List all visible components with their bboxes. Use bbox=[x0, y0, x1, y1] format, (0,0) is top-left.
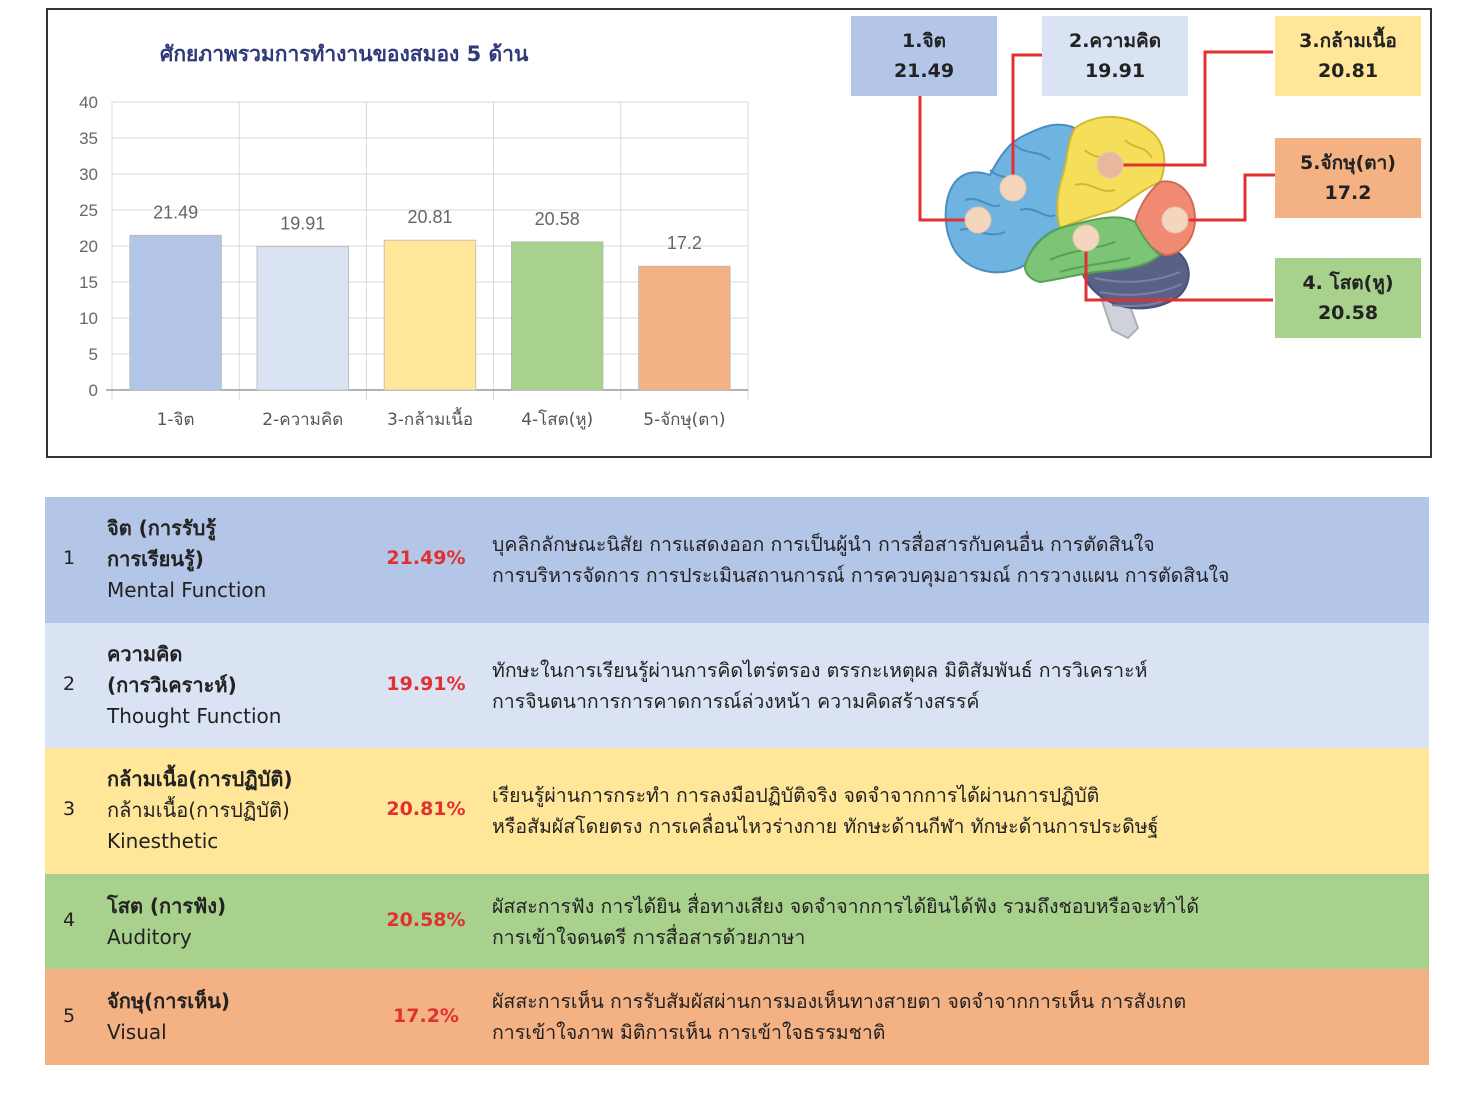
description: ผัสสะการฟัง การได้ยิน สื่อทางเสียง จดจำจ… bbox=[492, 891, 1422, 953]
table-row: 3 กล้ามเนื้อ(การปฏิบัติ) กล้ามเนื้อ(การป… bbox=[45, 748, 1429, 874]
bar bbox=[129, 234, 222, 391]
description-line: การเข้าใจภาพ มิติการเห็น การเข้าใจธรรมชา… bbox=[492, 1021, 886, 1044]
callout-value: 17.2 bbox=[1324, 182, 1372, 204]
callout-label: 2.ความคิด bbox=[1068, 30, 1162, 52]
function-english: Auditory bbox=[107, 925, 192, 949]
table-row: 2 ความคิด (การวิเคราะห์) Thought Functio… bbox=[45, 623, 1429, 748]
bar bbox=[638, 265, 731, 391]
bar-chart: 0 5 10 15 20 25 30 35 40 21.49 1-จิต 19.91 2-ความคิด… bbox=[79, 93, 749, 430]
description-line: ทักษะในการเรียนรู้ผ่านการคิดไตร่ตรอง ตรร… bbox=[492, 659, 1148, 682]
percentage: 19.91% bbox=[386, 673, 466, 695]
x-tick-label: 3-กล้ามเนื้อ bbox=[387, 407, 473, 430]
y-tick-label: 5 bbox=[89, 345, 98, 364]
callout-lines bbox=[918, 50, 1275, 302]
data-label: 21.49 bbox=[153, 202, 198, 222]
brain-function-table: 1 จิต (การรับรู้ การเรียนรู้) Mental Fun… bbox=[45, 497, 1429, 1065]
description: บุคลิกลักษณะนิสัย การแสดงออก การเป็นผู้น… bbox=[492, 529, 1422, 591]
callout-label: 1.จิต bbox=[902, 30, 946, 52]
data-label: 20.81 bbox=[407, 207, 452, 227]
y-tick-label: 20 bbox=[79, 237, 98, 256]
callout-kinesthetic: 3.กล้ามเนื้อ 20.81 bbox=[1275, 16, 1421, 96]
y-tick-label: 0 bbox=[89, 381, 98, 400]
row-number: 3 bbox=[62, 798, 76, 820]
function-title: โสต (การฟัง) bbox=[107, 894, 227, 918]
function-title: ความคิด bbox=[107, 642, 183, 666]
y-tick-label: 25 bbox=[79, 201, 98, 220]
description-line: ผัสสะการเห็น การรับสัมผัสผ่านการมองเห็นท… bbox=[492, 990, 1187, 1013]
callout-label: 3.กล้ามเนื้อ bbox=[1299, 30, 1397, 52]
description-line: ผัสสะการฟัง การได้ยิน สื่อทางเสียง จดจำจ… bbox=[492, 895, 1200, 918]
row-number: 4 bbox=[62, 909, 76, 931]
description-line: บุคลิกลักษณะนิสัย การแสดงออก การเป็นผู้น… bbox=[492, 533, 1155, 556]
y-tick-label: 15 bbox=[79, 273, 98, 292]
percentage: 21.49% bbox=[386, 547, 466, 569]
bar bbox=[256, 246, 349, 391]
y-tick-label: 10 bbox=[79, 309, 98, 328]
bar bbox=[511, 241, 604, 391]
callout-value: 19.91 bbox=[1084, 60, 1146, 82]
callout-value: 20.81 bbox=[1317, 60, 1379, 82]
description: ทักษะในการเรียนรู้ผ่านการคิดไตร่ตรอง ตรร… bbox=[492, 655, 1422, 717]
y-tick-label: 40 bbox=[79, 93, 98, 112]
table-row: 5 จักษุ(การเห็น) Visual 17.2% ผัสสะการเห… bbox=[45, 969, 1429, 1065]
description-line: หรือสัมผัสโดยตรง การเคลื่อนไหวร่างกาย ทั… bbox=[492, 815, 1159, 838]
data-label: 17.2 bbox=[667, 233, 702, 253]
x-tick-label: 4-โสต(หู) bbox=[521, 409, 593, 430]
percentage: 17.2% bbox=[393, 1005, 459, 1027]
description-line: เรียนรู้ผ่านการกระทำ การลงมือปฏิบัติจริง… bbox=[492, 784, 1100, 807]
function-title: การเรียนรู้) bbox=[107, 547, 204, 571]
region-markers bbox=[964, 151, 1189, 252]
description-line: การบริหารจัดการ การประเมินสถานการณ์ การค… bbox=[492, 564, 1230, 587]
data-label: 19.91 bbox=[280, 214, 325, 234]
data-label: 20.58 bbox=[535, 209, 580, 229]
table-row: 4 โสต (การฟัง) Auditory 20.58% ผัสสะการฟ… bbox=[45, 874, 1429, 969]
function-title: จักษุ(การเห็น) bbox=[107, 989, 231, 1013]
y-tick-label: 30 bbox=[79, 165, 98, 184]
function-english: Kinesthetic bbox=[107, 829, 219, 853]
percentage: 20.58% bbox=[386, 909, 466, 931]
x-tick-label: 5-จักษุ(ตา) bbox=[643, 410, 725, 430]
row-number: 2 bbox=[62, 673, 76, 695]
bar bbox=[383, 239, 477, 391]
function-title: (การวิเคราะห์) bbox=[107, 673, 237, 697]
description: ผัสสะการเห็น การรับสัมผัสผ่านการมองเห็นท… bbox=[492, 986, 1422, 1048]
row-number: 5 bbox=[62, 1005, 76, 1027]
x-tick-label: 1-จิต bbox=[157, 410, 195, 430]
callout-label: 5.จักษุ(ตา) bbox=[1300, 152, 1396, 174]
row-number: 1 bbox=[62, 547, 76, 569]
function-name: กล้ามเนื้อ(การปฏิบัติ) กล้ามเนื้อ(การปฏิ… bbox=[107, 764, 387, 857]
function-english: Thought Function bbox=[107, 704, 282, 728]
function-english: Visual bbox=[107, 1020, 167, 1044]
function-english: Mental Function bbox=[107, 578, 267, 602]
y-tick-label: 35 bbox=[79, 129, 98, 148]
callout-label: 4. โสต(หู) bbox=[1302, 272, 1394, 294]
function-name: จิต (การรับรู้ การเรียนรู้) Mental Funct… bbox=[107, 513, 387, 606]
description: เรียนรู้ผ่านการกระทำ การลงมือปฏิบัติจริง… bbox=[492, 780, 1422, 842]
brain-diagram: 1.จิต 21.49 2.ความคิด 19.91 3.กล้ามเนื้อ… bbox=[850, 10, 1430, 450]
description-line: การเข้าใจดนตรี การสื่อสารด้วยภาษา bbox=[492, 926, 806, 949]
callout-mental: 1.จิต 21.49 bbox=[851, 16, 997, 96]
callout-value: 20.58 bbox=[1317, 302, 1379, 324]
callout-value: 21.49 bbox=[893, 60, 955, 82]
function-subtitle: กล้ามเนื้อ(การปฏิบัติ) bbox=[107, 798, 290, 822]
description-line: การจินตนาการการคาดการณ์ล่วงหน้า ความคิดส… bbox=[492, 690, 980, 713]
table-row: 1 จิต (การรับรู้ การเรียนรู้) Mental Fun… bbox=[45, 497, 1429, 623]
callout-thought: 2.ความคิด 19.91 bbox=[1042, 16, 1188, 96]
chart-title: ศักยภาพรวมการทำงานของสมอง 5 ด้าน bbox=[160, 42, 529, 66]
percentage: 20.81% bbox=[386, 798, 466, 820]
function-name: จักษุ(การเห็น) Visual bbox=[107, 986, 387, 1048]
callout-visual: 5.จักษุ(ตา) 17.2 bbox=[1275, 138, 1421, 218]
function-name: ความคิด (การวิเคราะห์) Thought Function bbox=[107, 639, 387, 732]
x-tick-label: 2-ความคิด bbox=[262, 410, 343, 430]
function-name: โสต (การฟัง) Auditory bbox=[107, 891, 387, 953]
callout-auditory: 4. โสต(หู) 20.58 bbox=[1275, 258, 1421, 338]
brain-illustration bbox=[918, 50, 1275, 340]
function-title: จิต (การรับรู้ bbox=[107, 516, 217, 540]
function-title: กล้ามเนื้อ(การปฏิบัติ) bbox=[107, 767, 293, 791]
